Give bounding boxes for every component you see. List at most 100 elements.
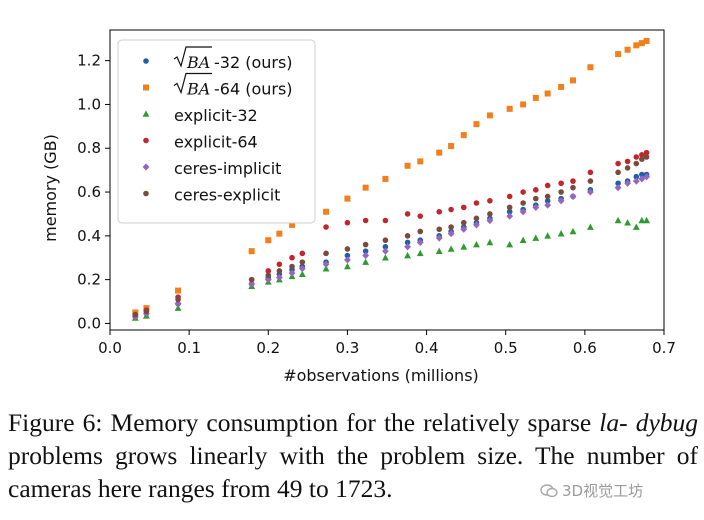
data-point <box>586 188 594 196</box>
data-point <box>643 149 650 156</box>
legend-marker <box>143 58 149 64</box>
data-point <box>532 203 540 211</box>
data-point <box>289 221 296 228</box>
data-point <box>175 287 182 294</box>
data-point <box>404 251 411 259</box>
data-point <box>299 259 306 265</box>
data-point <box>520 189 526 195</box>
data-point <box>344 252 351 259</box>
data-point <box>473 200 480 206</box>
data-point <box>322 260 330 268</box>
data-point <box>132 311 139 318</box>
data-point <box>299 250 306 257</box>
data-point <box>569 77 576 84</box>
data-point <box>615 169 621 176</box>
legend-label: explicit-32 <box>174 106 258 125</box>
data-point <box>520 101 527 108</box>
data-point <box>633 154 640 160</box>
data-point <box>362 184 369 191</box>
legend-marker <box>143 190 149 197</box>
data-point <box>265 272 272 279</box>
data-point <box>416 238 424 247</box>
data-point <box>323 208 330 215</box>
x-axis-title: #observations (millions) <box>283 366 479 385</box>
data-point <box>417 213 424 219</box>
data-point <box>639 156 645 162</box>
data-point <box>520 200 526 206</box>
data-point <box>382 247 389 255</box>
legend-label: ceres-implicit <box>174 159 281 178</box>
data-point <box>615 160 621 167</box>
data-point <box>558 180 564 187</box>
x-tick-label: 0.6 <box>573 339 597 357</box>
x-tick-label: 0.4 <box>415 339 439 357</box>
watermark: 3D视觉工坊 <box>540 480 643 501</box>
legend-label: -64 (ours) <box>214 80 293 99</box>
data-point <box>519 236 527 244</box>
data-point <box>506 208 513 215</box>
data-point <box>643 154 650 160</box>
data-point <box>544 201 552 209</box>
data-point <box>643 37 650 44</box>
data-point <box>460 219 467 226</box>
data-point <box>643 173 650 181</box>
caption-line2: problems grows linearly with the problem… <box>8 441 575 470</box>
data-point <box>633 160 640 167</box>
data-point <box>569 192 577 201</box>
data-point <box>275 273 283 282</box>
x-axis-ticks: 0.0 0.1 0.2 0.3 0.4 0.5 0.6 0.7 <box>98 330 676 357</box>
data-point <box>506 212 514 220</box>
data-point <box>435 247 443 254</box>
legend-label-ba: BA <box>186 53 210 72</box>
data-point <box>544 198 551 204</box>
data-point <box>532 187 539 193</box>
data-point <box>382 254 389 261</box>
data-point <box>404 233 411 239</box>
data-point <box>264 276 272 284</box>
data-point <box>487 198 493 204</box>
data-point <box>248 248 255 255</box>
data-point <box>473 215 480 222</box>
data-point <box>633 42 640 49</box>
data-point <box>615 51 622 58</box>
series-5 <box>132 154 650 318</box>
data-point <box>344 246 351 252</box>
data-point <box>447 245 455 252</box>
data-point <box>532 94 539 101</box>
data-point <box>344 219 351 226</box>
chat-bubble-icon <box>540 483 558 497</box>
data-point <box>460 204 467 211</box>
data-point <box>460 225 468 233</box>
data-point <box>569 227 577 235</box>
data-point <box>435 234 443 242</box>
data-point <box>382 243 389 250</box>
data-point <box>486 238 494 246</box>
data-point <box>288 269 296 277</box>
data-point <box>276 268 283 274</box>
data-point <box>544 193 551 200</box>
data-point <box>276 261 283 268</box>
data-point <box>382 237 389 244</box>
data-point <box>323 224 329 230</box>
legend-marker <box>143 84 149 91</box>
data-point <box>557 197 565 205</box>
data-point <box>417 228 424 235</box>
x-tick-label: 0.7 <box>652 339 676 357</box>
data-point <box>544 90 551 97</box>
data-point <box>570 178 576 184</box>
y-axis-title: memory (GB) <box>41 134 60 242</box>
y-tick-label: 0.0 <box>77 314 101 332</box>
data-point <box>486 112 493 119</box>
data-point <box>344 256 351 264</box>
data-point <box>298 270 306 277</box>
data-point <box>404 239 411 246</box>
x-tick-label: 0.1 <box>177 339 201 357</box>
legend: BA -32 (ours)BA -64 (ours) explicit-32 expli… <box>117 39 316 224</box>
data-point <box>570 184 576 191</box>
data-point <box>436 149 443 156</box>
data-point <box>248 276 255 283</box>
x-tick-label: 0.5 <box>494 339 518 357</box>
data-point <box>532 234 540 241</box>
data-point <box>506 193 513 200</box>
sqrt-radical-icon <box>173 46 212 68</box>
